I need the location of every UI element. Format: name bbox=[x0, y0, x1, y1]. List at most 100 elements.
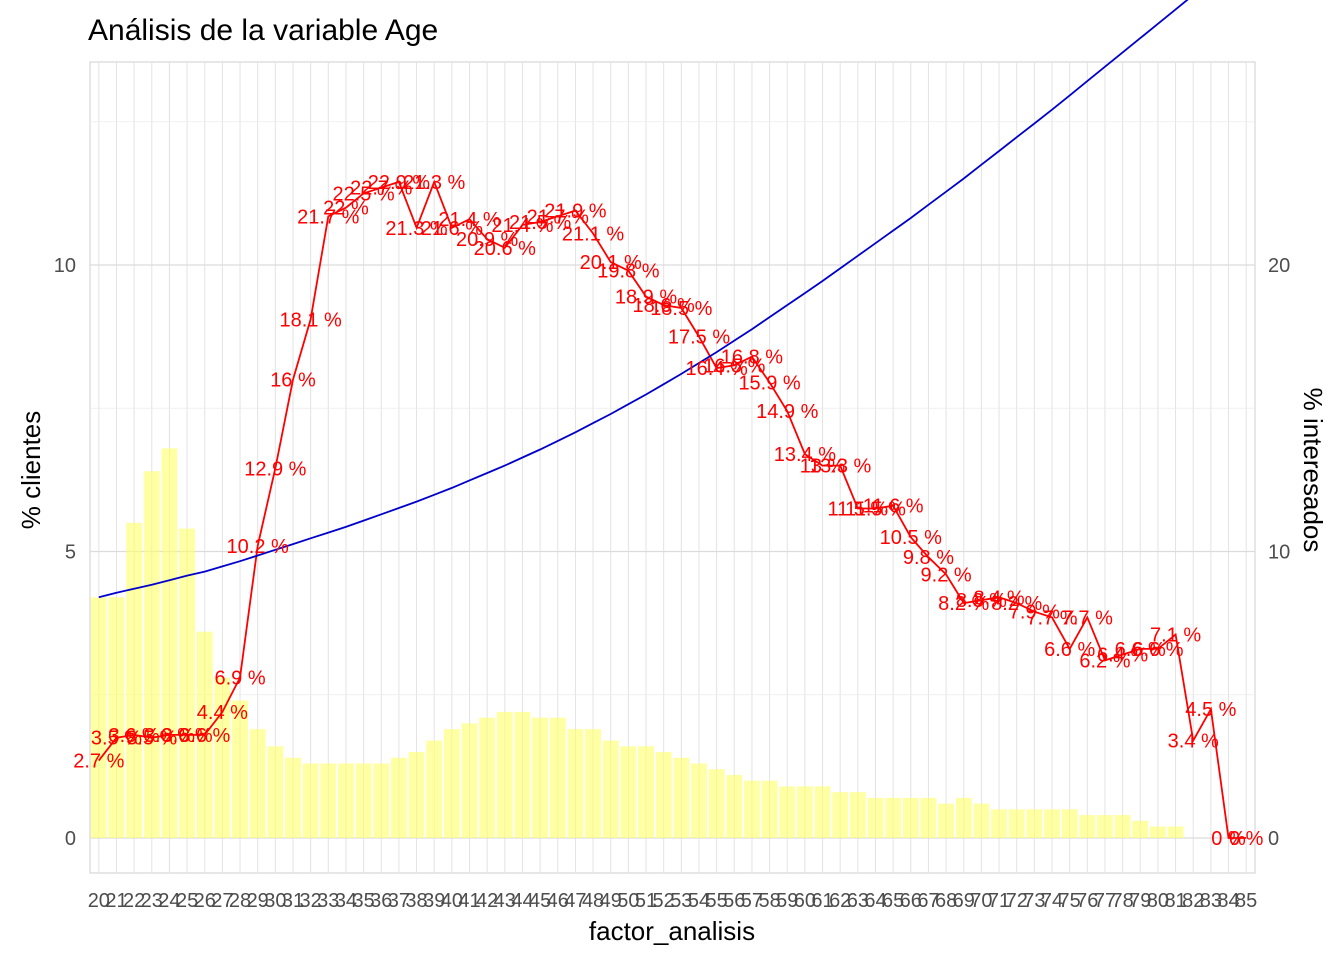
data-label: 6.2 % bbox=[1079, 650, 1130, 672]
bar bbox=[867, 797, 884, 838]
x-tick-label: 20 bbox=[88, 890, 110, 912]
bar bbox=[726, 774, 743, 838]
x-tick-label: 65 bbox=[882, 890, 904, 912]
bar bbox=[90, 597, 107, 838]
bar bbox=[708, 769, 725, 838]
x-tick-label: 71 bbox=[988, 890, 1010, 912]
data-label: 3.6 % bbox=[179, 725, 230, 747]
data-label: 21.6 % bbox=[421, 218, 483, 240]
y-tick-label-right: 10 bbox=[1268, 542, 1290, 564]
x-tick-label: 53 bbox=[670, 890, 692, 912]
data-label: 22.9 % bbox=[368, 172, 430, 194]
data-label: 13.3 % bbox=[809, 456, 871, 478]
x-tick-label: 54 bbox=[688, 890, 710, 912]
data-label: 8.3 % bbox=[956, 590, 1007, 612]
bar bbox=[161, 448, 178, 838]
data-label: 8.4 % bbox=[973, 587, 1024, 609]
data-label: 7.7 % bbox=[1026, 607, 1077, 629]
x-tick-label: 80 bbox=[1147, 890, 1169, 912]
x-tick-label: 21 bbox=[105, 890, 127, 912]
data-label: 9.8 % bbox=[903, 547, 954, 569]
x-tick-label: 25 bbox=[176, 890, 198, 912]
x-tick-label: 37 bbox=[388, 890, 410, 912]
bar bbox=[373, 763, 390, 838]
data-label: 13.4 % bbox=[774, 444, 836, 466]
x-tick-label: 50 bbox=[617, 890, 639, 912]
x-tick-label: 60 bbox=[794, 890, 816, 912]
data-label: 3.5 % bbox=[91, 728, 142, 750]
bar bbox=[1132, 820, 1149, 838]
bar bbox=[691, 763, 707, 838]
bar bbox=[955, 797, 972, 838]
x-tick-label: 42 bbox=[476, 890, 498, 912]
bar bbox=[973, 803, 990, 838]
x-tick-label: 34 bbox=[335, 890, 357, 912]
x-tick-label: 23 bbox=[141, 890, 163, 912]
x-tick-label: 70 bbox=[970, 890, 992, 912]
data-label: 21.4 % bbox=[438, 209, 500, 231]
bar bbox=[443, 729, 460, 838]
x-tick-label: 22 bbox=[123, 890, 145, 912]
data-label: 22.7 % bbox=[350, 178, 412, 200]
y-axis-title-right: % interesados bbox=[1298, 388, 1328, 553]
bar bbox=[126, 522, 143, 838]
x-tick-label: 84 bbox=[1217, 890, 1239, 912]
bar bbox=[814, 786, 831, 838]
data-label: 11.5 % bbox=[827, 499, 888, 521]
x-tick-label: 47 bbox=[564, 890, 586, 912]
bar bbox=[285, 757, 301, 838]
data-label: 22 % bbox=[323, 198, 369, 220]
data-label: 3.6 % bbox=[144, 725, 195, 747]
data-label: 6.6 % bbox=[1132, 639, 1183, 661]
data-label: 16.5 % bbox=[703, 355, 765, 377]
data-label: 3.6 % bbox=[109, 725, 160, 747]
bar bbox=[143, 471, 160, 838]
x-tick-label: 55 bbox=[706, 890, 728, 912]
data-label: 21.9 % bbox=[544, 201, 606, 223]
bar bbox=[1149, 826, 1166, 838]
bar bbox=[991, 809, 1007, 838]
data-label: 20.9 % bbox=[456, 229, 518, 251]
x-tick-label: 63 bbox=[847, 890, 869, 912]
bar bbox=[408, 752, 425, 838]
x-tick-label: 68 bbox=[935, 890, 957, 912]
data-label: 7.7 % bbox=[1062, 607, 1113, 629]
x-tick-label: 72 bbox=[1006, 890, 1028, 912]
data-label: 6.6 % bbox=[1115, 639, 1166, 661]
bar bbox=[302, 763, 319, 838]
data-label: 3.5 % bbox=[126, 728, 177, 750]
x-tick-label: 79 bbox=[1129, 890, 1151, 912]
bar bbox=[567, 729, 584, 838]
data-label: 3.6 % bbox=[162, 725, 213, 747]
x-tick-label: 82 bbox=[1182, 890, 1204, 912]
bar bbox=[1097, 815, 1113, 838]
data-labels: 2.7 %3.5 %3.6 %3.5 %3.6 %3.6 %3.6 %4.4 %… bbox=[73, 172, 1263, 850]
x-tick-label: 77 bbox=[1094, 890, 1116, 912]
data-label: 21.4 % bbox=[491, 215, 553, 237]
x-tick-label: 49 bbox=[600, 890, 622, 912]
x-tick-label: 43 bbox=[494, 890, 516, 912]
bar bbox=[320, 763, 337, 838]
data-label: 4.5 % bbox=[1185, 699, 1236, 721]
x-tick-label: 58 bbox=[758, 890, 780, 912]
bar bbox=[761, 780, 778, 838]
bar bbox=[426, 740, 443, 838]
bar bbox=[885, 797, 902, 838]
data-label: 7.1 % bbox=[1150, 625, 1201, 647]
x-tick-label: 45 bbox=[529, 890, 551, 912]
data-label: 21.3 % bbox=[403, 172, 465, 194]
data-label: 21.1 % bbox=[562, 223, 624, 245]
x-tick-label: 38 bbox=[405, 890, 427, 912]
data-label: 21.3 % bbox=[385, 218, 447, 240]
bar bbox=[920, 797, 937, 838]
data-label: 16.4 % bbox=[685, 358, 747, 380]
data-label: 16.8 % bbox=[721, 347, 783, 369]
data-label: 6.6 % bbox=[1044, 639, 1095, 661]
bar bbox=[532, 717, 549, 838]
data-label: 3.4 % bbox=[1168, 731, 1219, 753]
x-tick-label: 73 bbox=[1023, 890, 1045, 912]
x-tick-label: 57 bbox=[741, 890, 763, 912]
x-tick-label: 41 bbox=[458, 890, 480, 912]
bar bbox=[638, 746, 654, 838]
